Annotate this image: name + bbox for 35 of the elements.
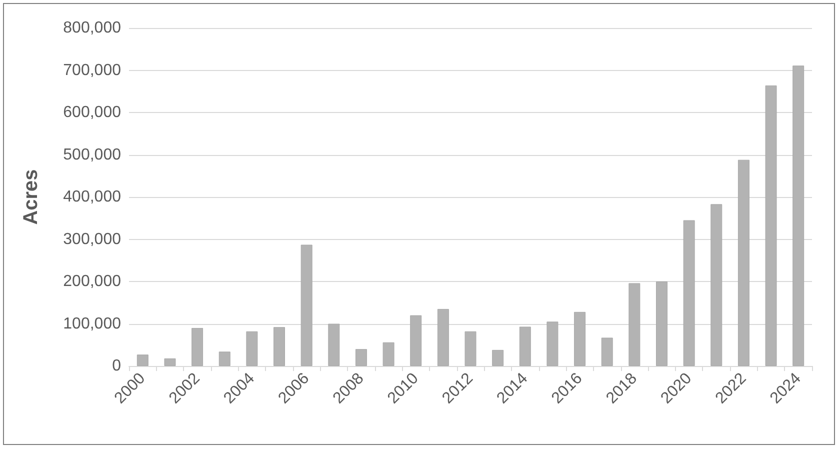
bar — [656, 282, 668, 366]
bar — [519, 326, 531, 366]
bar — [683, 220, 695, 366]
y-tick-label: 800,000 — [63, 20, 122, 36]
bar — [628, 283, 640, 366]
bar — [355, 349, 367, 366]
y-tick-label: 200,000 — [63, 273, 122, 290]
bar — [164, 358, 176, 366]
bar — [574, 312, 586, 366]
y-tick-label: 100,000 — [63, 315, 122, 332]
bar — [464, 331, 476, 366]
y-tick-label: 500,000 — [63, 146, 122, 164]
bar — [192, 328, 204, 366]
y-tick-label: 300,000 — [63, 230, 122, 248]
y-tick-label: 400,000 — [63, 188, 122, 206]
y-tick-label: 600,000 — [63, 104, 122, 121]
bar — [601, 338, 613, 366]
bar — [765, 85, 777, 366]
y-tick-label: 700,000 — [63, 62, 122, 79]
bar — [792, 66, 804, 366]
bar — [546, 322, 558, 366]
bar — [738, 160, 750, 366]
bar — [710, 204, 722, 366]
bar — [437, 308, 449, 366]
bar — [382, 342, 394, 366]
bar — [300, 244, 312, 366]
y-tick-label: 0 — [112, 358, 122, 374]
bar — [218, 352, 230, 366]
bar — [274, 327, 285, 366]
y-axis-title: Acres — [20, 169, 42, 225]
bar — [410, 315, 422, 366]
bar — [492, 350, 504, 366]
bar — [328, 324, 340, 366]
bar — [246, 331, 258, 366]
bar — [136, 354, 148, 366]
